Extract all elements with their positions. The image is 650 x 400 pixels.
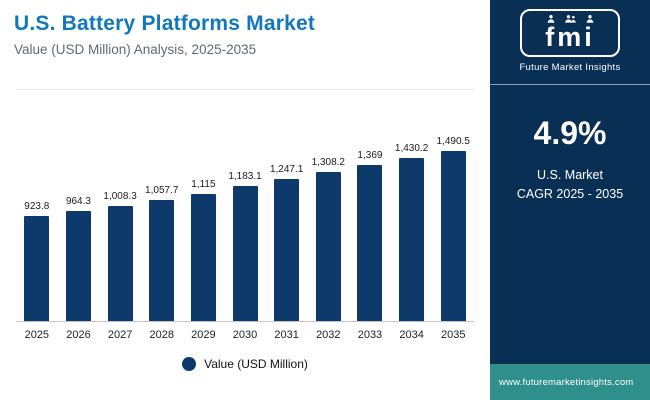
bar (399, 158, 425, 321)
x-axis-label: 2027 (107, 329, 133, 341)
sidebar: fmi Future Market Insights 4.9% U.S. Mar… (490, 0, 650, 400)
person-chart-icon (586, 15, 593, 23)
footer-url[interactable]: www.futuremarketinsights.com (499, 376, 634, 388)
page-title: U.S. Battery Platforms Market (14, 12, 316, 35)
bar-value-label: 1,369 (357, 150, 383, 161)
header: U.S. Battery Platforms Market Value (USD… (0, 0, 490, 57)
bar-value-label: 1,490.5 (436, 136, 470, 147)
bar-column-2033: 1,369 (349, 150, 391, 321)
bar-value-label: 1,115 (191, 179, 216, 190)
x-axis-label: 2032 (316, 329, 341, 341)
bar-value-label: 1,008.3 (103, 191, 137, 202)
bar (274, 179, 300, 321)
bar-value-label: 1,430.2 (394, 143, 429, 154)
x-axis-label: 2030 (232, 329, 258, 341)
bar-column-2025: 923.8 (16, 201, 58, 321)
bar-column-2032: 1,308.2 (307, 157, 349, 321)
footer-bar: www.futuremarketinsights.com (490, 364, 650, 400)
page-subtitle: Value (USD Million) Analysis, 2025-2035 (14, 42, 257, 57)
x-axis-label: 2026 (66, 329, 91, 341)
bar-value-label: 1,183.1 (228, 171, 262, 182)
bar (315, 172, 341, 321)
x-axis-label: 2029 (191, 329, 216, 341)
bar-column-2030: 1,183.1 (224, 171, 266, 321)
fmi-logo-box: fmi (520, 9, 620, 57)
logo-text: fmi (545, 22, 595, 52)
legend-label: Value (USD Million) (204, 357, 308, 371)
cagr-value: 4.9% (533, 115, 607, 151)
cagr-stat: 4.9% U.S. Market CAGR 2025 - 2035 (490, 115, 650, 205)
bar (24, 216, 50, 321)
bar (107, 206, 133, 321)
x-axis-label: 2028 (149, 329, 174, 341)
cagr-caption: U.S. Market CAGR 2025 - 2035 (490, 166, 650, 205)
cagr-caption-line2: CAGR 2025 - 2035 (516, 187, 624, 202)
bar-value-label: 1,247.1 (269, 164, 304, 175)
bar-column-2029: 1,115 (183, 179, 225, 321)
bar-column-2031: 1,247.1 (266, 164, 308, 321)
x-axis-label: 2035 (440, 329, 466, 341)
logo-icons (546, 14, 595, 24)
bar-value-label: 964.3 (65, 196, 91, 207)
bar (149, 200, 175, 321)
bar-column-2035: 1,490.5 (432, 136, 474, 321)
bar (440, 151, 466, 321)
bar (65, 211, 91, 321)
legend-dot-icon (182, 357, 197, 371)
bar-column-2027: 1,008.3 (99, 191, 141, 321)
bar-column-2026: 964.3 (58, 196, 100, 321)
bar (190, 194, 216, 321)
bar-column-2028: 1,057.7 (141, 185, 183, 321)
bar (357, 165, 383, 321)
sidebar-divider (490, 84, 650, 85)
legend: Value (USD Million) (0, 357, 490, 371)
chart-panel: U.S. Battery Platforms Market Value (USD… (0, 0, 490, 371)
x-axis-label: 2025 (24, 329, 50, 341)
years-row: 2025 2026 2027 2028 2029 2030 2031 2032 2033 2034… (16, 322, 474, 341)
x-axis-label: 2033 (357, 329, 383, 341)
plot: 923.8 964.3 1,008.3 1,057.7 1,115 1,183.1 1,24… (16, 89, 474, 322)
x-axis-label: 2034 (399, 329, 424, 341)
cagr-caption-line1: U.S. Market (537, 168, 603, 182)
bar-value-label: 1,308.2 (311, 157, 345, 168)
fmi-logo: fmi Future Market Insights (490, 0, 650, 85)
person-icon (547, 15, 554, 23)
bar-column-2034: 1,430.2 (391, 143, 433, 321)
bar (232, 186, 258, 321)
bar-chart: 923.8 964.3 1,008.3 1,057.7 1,115 1,183.1 1,24… (16, 89, 474, 341)
x-axis-label: 2031 (274, 329, 299, 341)
bar-value-label: 923.8 (24, 201, 50, 212)
brand-name: Future Market Insights (519, 62, 621, 73)
people-icon (564, 15, 576, 23)
bar-value-label: 1,057.7 (145, 185, 179, 196)
